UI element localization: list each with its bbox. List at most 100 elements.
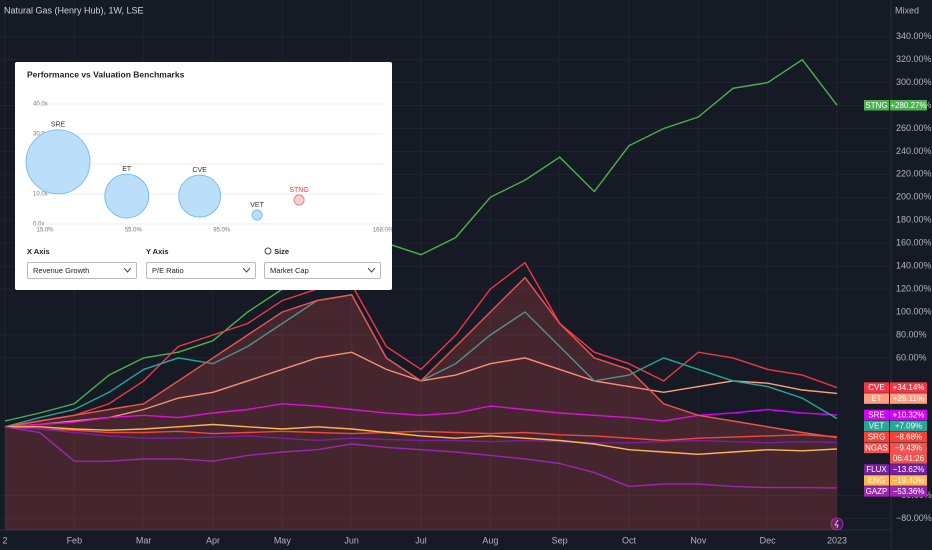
y-tick-label: 340.00% — [896, 31, 932, 41]
y-tick-label: 60.00% — [896, 352, 927, 362]
chevron — [243, 268, 250, 273]
flash-icon-glyph — [834, 519, 839, 529]
legend-name: SRE — [868, 411, 884, 420]
y-tick-label: 120.00% — [896, 283, 932, 293]
bubble — [251, 209, 263, 221]
y-tick-label: 140.00% — [896, 261, 932, 271]
legend-name-box — [864, 431, 889, 443]
y-tick-label: 240.00% — [896, 146, 932, 156]
y-tick-label: 30.0x — [33, 132, 48, 138]
y-tick-label: 80.00% — [896, 329, 927, 339]
bubble — [293, 194, 305, 206]
legend-name: VET — [869, 422, 885, 431]
x-tick-label: 2 — [2, 535, 7, 545]
series-line — [5, 423, 838, 456]
value-label: −19.40% — [893, 476, 925, 485]
control-label: Size — [264, 247, 381, 259]
y-tick-label: 220.00% — [896, 169, 932, 179]
legend-name-box — [864, 99, 889, 111]
legend-name: SRG — [868, 433, 885, 442]
legend-name: FLUX — [866, 465, 887, 474]
x-tick-label: Dec — [760, 535, 777, 545]
y-tick-label: 40.0x — [33, 102, 48, 108]
size-icon — [264, 247, 272, 255]
x-tick-label: 168.0% — [373, 228, 392, 234]
value-label: +7.09% — [895, 422, 922, 431]
legend-name-box — [864, 486, 889, 497]
control-label: Y Axis — [146, 247, 169, 256]
legend-name-box — [864, 393, 889, 404]
bubble-label: ET — [122, 166, 132, 173]
scale-mode: Mixed — [895, 5, 919, 15]
series-line — [4, 426, 838, 444]
size-control: Size Market Cap — [264, 247, 381, 279]
value-label-box — [890, 409, 927, 421]
size-select[interactable]: Market Cap — [264, 262, 381, 279]
x-tick-label: Aug — [482, 535, 498, 545]
legend-name: NGAS — [865, 444, 888, 453]
bubble — [104, 173, 150, 219]
x-tick-label: 15.0% — [36, 228, 54, 234]
x-tick-label: May — [274, 535, 292, 545]
countdown: 06:41:26 — [893, 454, 925, 463]
x-tick-label: Mar — [136, 535, 152, 545]
x-tick-label: Nov — [690, 535, 707, 545]
value-label-box — [890, 475, 927, 486]
value-label-box — [890, 431, 927, 443]
value-label-box — [890, 442, 927, 464]
select-value: P/E Ratio — [152, 266, 184, 275]
bubble-chart: Performance vs Valuation Benchmarks 0.0x… — [25, 69, 392, 234]
x-tick-label: Jun — [344, 535, 359, 545]
value-label-box — [890, 393, 927, 404]
x-tick-label: Oct — [622, 535, 637, 545]
value-label-box — [890, 420, 927, 432]
y-tick-label: 180.00% — [896, 215, 932, 225]
legend-name-box — [864, 420, 889, 432]
control-label: X Axis — [27, 247, 50, 256]
series-line — [4, 58, 838, 422]
select-value: Revenue Growth — [33, 266, 90, 275]
x-axis-select[interactable]: Revenue Growth — [27, 262, 137, 279]
y-tick-label: 160.00% — [896, 238, 932, 248]
y-tick-label: 0.0x — [33, 222, 44, 228]
legend-name: STNG — [865, 101, 887, 110]
bubble-label: VET — [250, 202, 264, 209]
value-label-box — [890, 382, 927, 393]
value-label: −13.62% — [893, 465, 925, 474]
select-value: Market Cap — [270, 266, 309, 275]
flash-icon[interactable] — [830, 517, 844, 531]
value-label: +29.11% — [893, 394, 924, 403]
x-tick-label: Apr — [206, 535, 220, 545]
chevron — [124, 268, 131, 273]
legend-name: GAZP — [866, 487, 888, 496]
panel-title: Performance vs Valuation Benchmarks — [27, 69, 185, 79]
x-tick-label: 95.0% — [213, 228, 231, 234]
control-label-text: Size — [274, 247, 290, 256]
series-area — [5, 277, 837, 530]
y-tick-label: 300.00% — [896, 77, 932, 87]
legend-name-box — [864, 464, 889, 475]
y-axis-select[interactable]: P/E Ratio — [146, 262, 256, 279]
value-label: +280.27% — [890, 101, 926, 110]
y-tick-label: 100.00% — [896, 306, 932, 316]
bubble-label: CVE — [192, 167, 207, 174]
x-tick-label: 2023 — [827, 535, 847, 545]
value-label: +10.32% — [893, 411, 925, 420]
series-line — [4, 276, 838, 439]
bubble-label: STNG — [289, 187, 308, 194]
value-label-box — [890, 464, 927, 475]
benchmark-panel: Performance vs Valuation Benchmarks 0.0x… — [15, 62, 392, 290]
value-label: −9.43% — [895, 444, 922, 453]
y-tick-label: 200.00% — [896, 192, 932, 202]
value-label: −53.36% — [893, 487, 925, 496]
bubble — [178, 174, 222, 218]
legend-name: ET — [871, 394, 881, 403]
legend-name-box — [864, 475, 889, 486]
x-tick-label: Feb — [67, 535, 83, 545]
y-tick-label: 320.00% — [896, 54, 932, 64]
chevron — [368, 268, 375, 273]
legend-name-box — [864, 409, 889, 421]
x-tick-label: Jul — [415, 535, 427, 545]
series-line — [4, 261, 838, 428]
x-tick-label: Sep — [552, 535, 568, 545]
